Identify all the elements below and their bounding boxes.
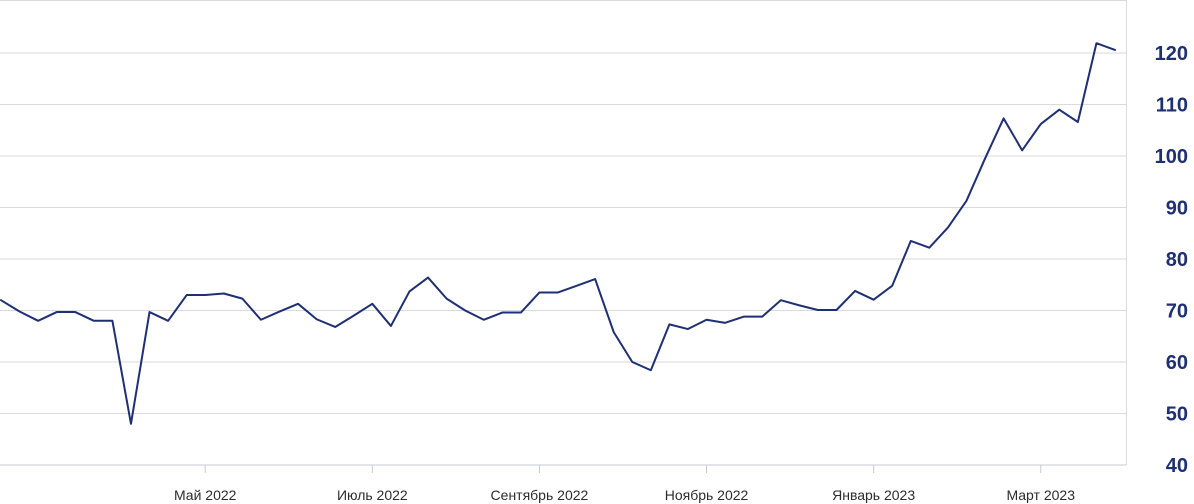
x-tick-label-layer: Май 2022 Июль 2022 Сентябрь 2022 Ноябрь 202… [174,487,1075,503]
y-tick-label: 100 [1155,146,1188,168]
x-tick-label: Июль 2022 [337,487,408,503]
y-tick-label: 80 [1166,249,1188,271]
y-tick-label: 110 [1156,95,1188,117]
x-tick-label: Ноябрь 2022 [665,487,749,503]
x-tick-label: Май 2022 [174,487,237,503]
vertical-boundary-layer [0,0,1127,465]
x-tick-label: Сентябрь 2022 [491,487,589,503]
series-line-0 [0,42,1116,425]
grid-layer [0,52,1126,466]
y-tick-label: 40 [1166,455,1188,477]
y-tick-label: 90 [1166,198,1188,220]
series-layer [0,42,1116,425]
y-tick-label: 50 [1166,404,1188,426]
y-tick-label: 70 [1166,301,1188,323]
x-tick-label: Март 2023 [1006,487,1075,503]
y-tick-label: 60 [1166,352,1188,374]
y-tick-label-layer: 40 50 60 70 80 90 100 110 120 [1155,43,1188,477]
x-tick-label: Январь 2023 [832,487,915,503]
x-axis-layer [0,464,1126,473]
y-tick-label: 120 [1155,43,1188,65]
